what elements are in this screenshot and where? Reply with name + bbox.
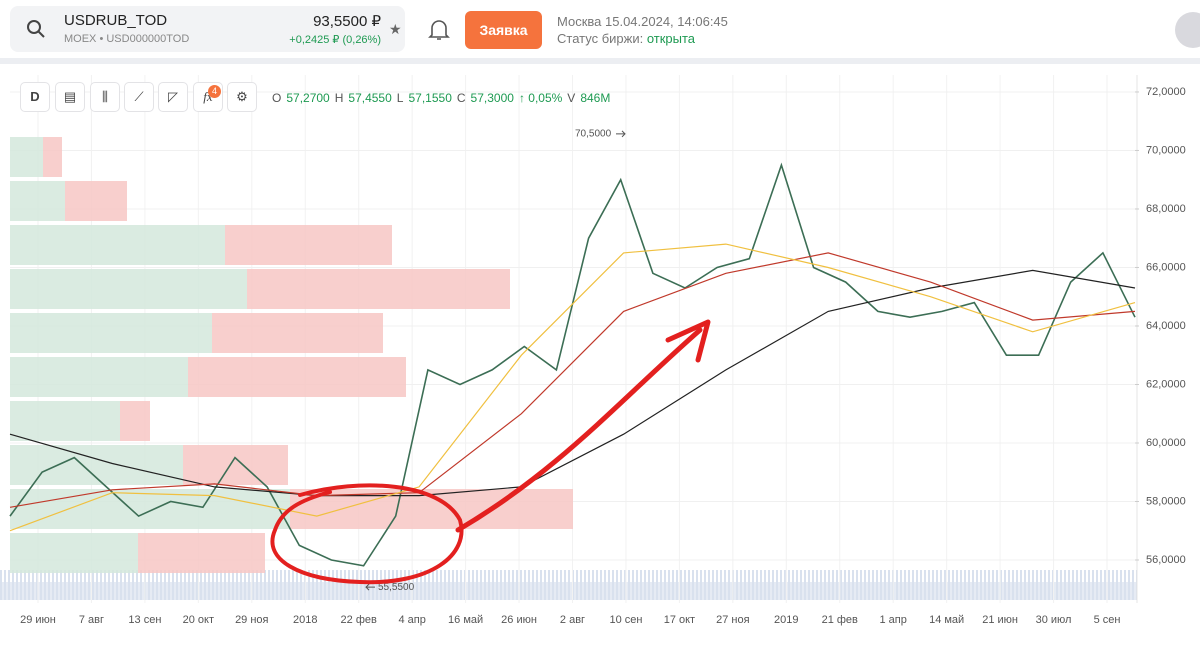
x-tick-label: 30 июл — [1036, 614, 1072, 626]
bell-icon[interactable] — [428, 18, 450, 42]
star[interactable]: ★ — [389, 21, 402, 37]
x-tick-label: 2 авг — [560, 614, 585, 626]
hand-circle — [270, 483, 464, 585]
annotation-arrow — [616, 130, 626, 138]
profile-sell — [65, 181, 127, 221]
x-tick-label: 21 июн — [982, 614, 1018, 626]
ohlc-key: O — [272, 91, 282, 105]
moving-average — [9, 252, 1136, 508]
y-tick-label: 70,0000 — [1146, 144, 1186, 156]
x-tick-label: 2019 — [774, 614, 798, 626]
exchange: MOEX • USD000000TOD — [64, 33, 190, 45]
x-tick-label: 4 апр — [398, 614, 425, 626]
y-tick-label: 66,0000 — [1146, 261, 1186, 273]
x-tick-label: 5 сен — [1094, 614, 1121, 626]
profile-sell — [247, 269, 510, 309]
x-tick-label: 1 апр — [880, 614, 907, 626]
profile-buy — [10, 313, 212, 353]
ticker: USDRUB_TOD — [64, 12, 168, 29]
y-tick-label: 68,0000 — [1146, 203, 1186, 215]
profile-buy — [10, 137, 43, 177]
ohlc: O 57,2700 H 57,4550 L 57,1550 C 57,3000 ↑ 0,05% V… — [272, 91, 615, 105]
x-tick-label: 2018 — [293, 614, 317, 626]
profile-sell — [138, 533, 265, 573]
y-tick-label: 62,0000 — [1146, 378, 1186, 390]
ohlc-key: H — [334, 91, 344, 105]
status-value: открыта — [646, 31, 696, 46]
order-button[interactable]: Заявка — [465, 11, 542, 49]
ohlc-value: 57,2700 — [286, 91, 330, 105]
y-tick-label: 60,0000 — [1146, 437, 1186, 449]
ohlc-value: ↑ 0,05% — [518, 91, 563, 105]
status-label: Статус биржи: — [557, 31, 644, 46]
profile-buy — [10, 489, 290, 529]
x-tick-label: 21 фев — [822, 614, 858, 626]
profile-buy — [10, 269, 247, 309]
hand-arrowhead — [665, 319, 711, 363]
search-icon — [27, 20, 45, 38]
profile-sell — [43, 137, 62, 177]
x-tick-label: 26 июн — [501, 614, 537, 626]
profile-sell — [188, 357, 406, 397]
moving-average — [9, 243, 1136, 532]
change: +0,2425 ₽ (0,26%) — [289, 34, 381, 46]
annotation-arrow — [365, 583, 375, 591]
profile-buy — [10, 401, 120, 441]
tool-button[interactable]: ▤ — [55, 82, 85, 112]
interval-button[interactable]: D — [20, 82, 50, 112]
x-tick-label: 29 ноя — [235, 614, 268, 626]
price: 93,5500 ₽ — [313, 13, 381, 30]
profile-sell — [183, 445, 288, 485]
profile-buy — [10, 533, 138, 573]
annotation: 55,5500 — [378, 582, 415, 593]
profile-sell — [212, 313, 383, 353]
status: Статус биржи: открыта — [557, 31, 695, 46]
hand-arrow — [455, 327, 703, 533]
ohlc-value: 57,4550 — [348, 91, 392, 105]
moving-average — [9, 269, 1136, 497]
ticker-card[interactable]: USDRUB_TOD MOEX • USD000000TOD 93,5500 ₽… — [10, 6, 405, 52]
x-tick-label: 10 сен — [609, 614, 642, 626]
y-tick-label: 72,0000 — [1146, 86, 1186, 98]
profile-sell — [225, 225, 392, 265]
ohlc-value: 57,1550 — [408, 91, 452, 105]
x-tick-label: 20 окт — [183, 614, 214, 626]
ohlc-key: V — [567, 91, 576, 105]
y-tick-label: 58,0000 — [1146, 495, 1186, 507]
ohlc-value: 57,3000 — [470, 91, 514, 105]
datetime: Москва 15.04.2024, 14:06:45 — [557, 14, 728, 29]
settings-button[interactable]: ⚙ — [227, 82, 257, 112]
x-tick-label: 13 сен — [128, 614, 161, 626]
ohlc-key: C — [456, 91, 466, 105]
annotation: 70,5000 — [575, 128, 612, 139]
avatar[interactable] — [1175, 12, 1200, 48]
profile-buy — [10, 357, 188, 397]
y-tick-label: 56,0000 — [1146, 554, 1186, 566]
y-tick-label: 64,0000 — [1146, 320, 1186, 332]
x-tick-label: 7 авг — [79, 614, 104, 626]
x-tick-label: 27 ноя — [716, 614, 749, 626]
x-tick-label: 16 май — [448, 614, 483, 626]
profile-buy — [10, 181, 65, 221]
separator — [0, 58, 1200, 64]
x-tick-label: 22 фев — [341, 614, 377, 626]
x-tick-label: 17 окт — [664, 614, 695, 626]
tool-button[interactable]: ⟋ — [124, 82, 154, 112]
indicator-badge: 4 — [208, 85, 221, 98]
tool-button[interactable]: ⫼ — [90, 82, 120, 112]
profile-buy — [10, 445, 183, 485]
ohlc-key: L — [396, 91, 404, 105]
x-tick-label: 29 июн — [20, 614, 56, 626]
profile-sell — [120, 401, 150, 441]
x-tick-label: 14 май — [929, 614, 964, 626]
ohlc-value: 846M — [580, 91, 611, 105]
profile-buy — [10, 225, 225, 265]
tool-button[interactable]: ◸ — [158, 82, 188, 112]
